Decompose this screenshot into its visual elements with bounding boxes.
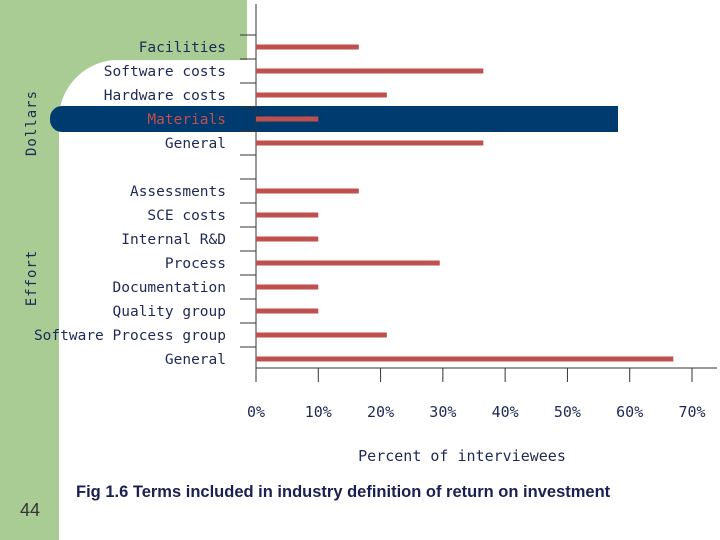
x-tick-label: 50% xyxy=(554,403,581,421)
x-tick-label: 30% xyxy=(429,403,456,421)
top-decor-band xyxy=(0,0,247,60)
slide-number: 44 xyxy=(19,500,41,520)
bar xyxy=(256,284,319,290)
bar xyxy=(256,188,359,194)
bar xyxy=(256,116,319,122)
bar xyxy=(256,260,440,266)
bar xyxy=(256,332,387,338)
x-tick-label: 0% xyxy=(247,403,265,421)
bar xyxy=(256,92,387,98)
category-label: Assessments xyxy=(130,184,226,200)
bar xyxy=(256,140,484,146)
x-tick-label: 60% xyxy=(616,403,643,421)
x-tick-label: 20% xyxy=(367,403,394,421)
category-label: Documentation xyxy=(113,280,227,296)
category-label: Hardware costs xyxy=(104,88,226,104)
bar xyxy=(256,212,319,218)
x-tick-label: 70% xyxy=(678,403,705,421)
bar xyxy=(256,44,359,50)
category-label: Quality group xyxy=(113,304,227,320)
category-label: General xyxy=(165,136,226,152)
category-label: Facilities xyxy=(139,40,226,56)
category-label: SCE costs xyxy=(147,208,226,224)
figure-caption: Fig 1.6 Terms included in industry defin… xyxy=(76,483,611,501)
bar xyxy=(256,236,319,242)
bar xyxy=(256,68,484,74)
bar xyxy=(256,356,674,362)
category-label: Software Process group xyxy=(34,328,226,344)
category-label: Materials xyxy=(147,112,226,128)
bar xyxy=(256,308,319,314)
category-label: General xyxy=(165,352,226,368)
category-label: Process xyxy=(165,256,226,272)
x-tick-label: 40% xyxy=(492,403,519,421)
left-decor-strip xyxy=(0,0,59,540)
category-label: Internal R&D xyxy=(121,232,226,248)
x-axis-title: Percent of interviewees xyxy=(358,447,566,465)
highlight-band-fill xyxy=(70,106,618,132)
category-label: Software costs xyxy=(104,64,226,80)
x-tick-label: 10% xyxy=(305,403,332,421)
